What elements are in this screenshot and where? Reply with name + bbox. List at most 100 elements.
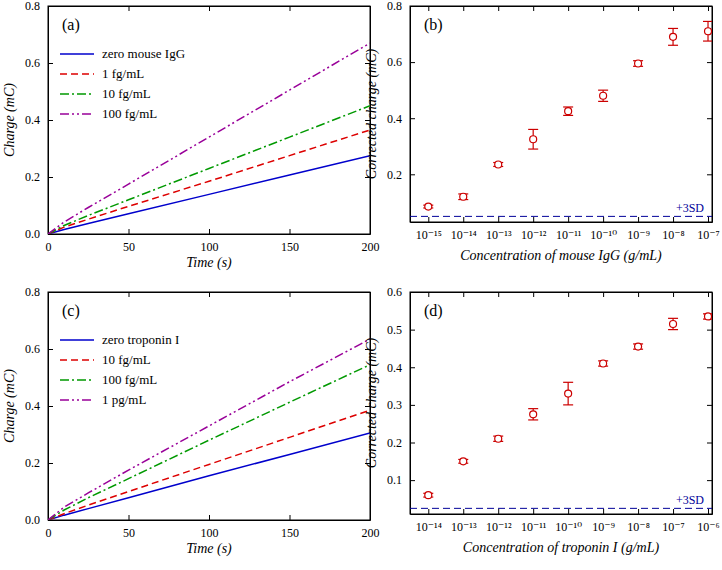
tick-label: 10⁻¹³ [451,520,477,534]
tick-label: 10⁻⁸ [627,520,650,534]
tick-mark [707,330,712,331]
x-axis-title: Time (s) [186,541,232,557]
tick-mark [638,6,639,11]
tick: 0.1 [387,473,415,487]
tick-label: 100 [201,240,219,254]
legend-label: zero mouse IgG [102,46,185,61]
tick [463,292,464,297]
tick-mark [410,118,415,119]
tick [209,6,210,11]
x-axis-top [49,6,371,11]
threshold-label: +3SD [676,493,704,507]
tick-mark [568,6,569,11]
tick-label: 0.2 [387,436,402,450]
tick: 0.6 [25,56,53,70]
tick: 0.0 [25,227,53,241]
tick: 10⁻¹³ [451,509,477,534]
x-axis: 050100150200 [46,229,380,254]
data-point [705,313,712,320]
tick-label: 0.2 [387,168,402,182]
legend-label: 1 fg/mL [102,66,144,81]
tick-mark [290,515,291,520]
legend-label: zero troponin I [102,332,179,347]
axis-line [712,293,713,515]
x-axis: 10⁻¹⁵10⁻¹⁴10⁻¹³10⁻¹²10⁻¹¹10⁻¹⁰10⁻⁹10⁻⁸10… [411,217,720,242]
plot-area [410,313,712,508]
tick-label: 0.0 [25,513,40,527]
tick: 10⁻¹⁵ [416,217,442,242]
tick [638,292,639,297]
data-point [670,320,677,327]
data-point [530,136,537,143]
tick: 10⁻¹² [486,509,512,534]
tick-label: 0.6 [25,56,40,70]
tick [707,118,712,119]
tick [498,6,499,11]
tick [673,292,674,297]
tick [533,6,534,11]
data-point [565,108,572,115]
legend-swatch [60,359,94,361]
x-axis-title: Time (s) [186,255,232,271]
x-axis-top [411,292,713,297]
series-line [48,433,370,520]
tick-mark [48,406,53,407]
tick [129,292,130,297]
error-bar [563,382,573,405]
axis-line [49,234,371,235]
tick-mark [410,367,415,368]
plot-frame [410,292,712,514]
tick-label: 10⁻¹⁴ [416,520,442,534]
tick-mark [463,217,464,222]
panel-label: (b) [424,16,443,34]
tick-label: 0.0 [25,227,40,241]
tick-mark [673,217,674,222]
tick-mark [498,292,499,297]
tick: 0.8 [387,0,415,13]
legend-label: 1 pg/mL [102,392,146,407]
data-point [600,92,607,99]
tick-label: 200 [362,526,380,540]
tick-mark [533,6,534,11]
tick-mark [463,509,464,514]
tick: 10⁻¹⁴ [416,509,442,534]
tick [428,6,429,11]
y-axis-title: Charge (mC) [2,83,18,157]
tick-mark [707,174,712,175]
legend-swatch [60,53,94,55]
tick: 0.4 [25,113,53,127]
tick: 0.2 [387,436,415,450]
error-bar-cap [703,21,712,22]
tick-mark [673,292,674,297]
legend-label: 10 fg/mL [102,352,151,367]
tick-mark [603,509,604,514]
tick: 0.4 [387,361,415,375]
error-bar-cap [598,90,608,91]
tick-label: 10⁻⁷ [662,520,685,534]
tick-mark [568,217,569,222]
series-line [48,365,370,520]
tick-label: 10⁻⁹ [627,228,650,242]
tick-mark [638,292,639,297]
data-point [460,193,467,200]
legend-swatch [60,93,94,95]
legend: zero mouse IgG1 fg/mL10 fg/mL100 fg/mL [60,46,185,121]
tick-label: 0.5 [387,323,402,337]
tick-mark [48,63,53,64]
tick [707,330,712,331]
tick-mark [707,480,712,481]
tick-mark [463,292,464,297]
tick: 0.8 [25,285,53,299]
series-line [48,410,370,520]
y-axis-right [707,7,713,223]
tick-mark [290,292,291,297]
threshold-line [410,216,712,217]
error-bar-cap [598,101,608,102]
data-point [670,33,677,40]
tick: 150 [281,515,299,540]
tick-mark [410,62,415,63]
plot-area [410,21,712,216]
tick-label: 0 [46,526,52,540]
error-bar-cap [563,404,573,405]
error-bar-cap [528,408,538,409]
